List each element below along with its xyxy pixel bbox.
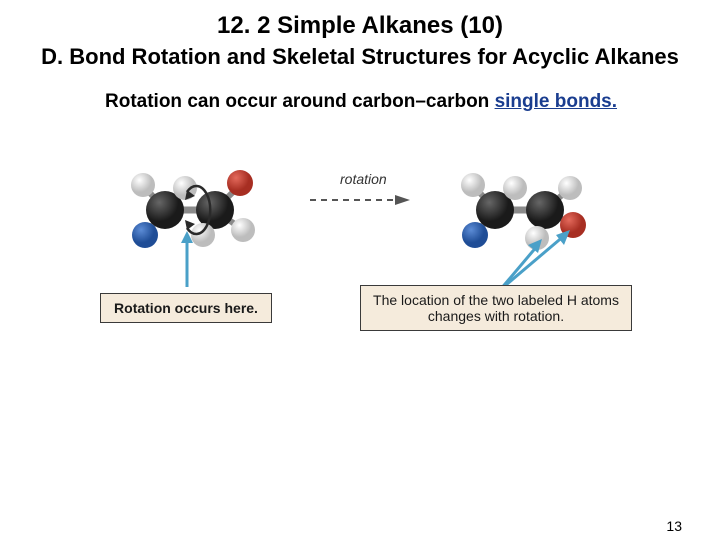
right-caption-text: The location of the two labeled H atoms … (373, 292, 619, 324)
body-emphasis: single bonds. (495, 91, 617, 112)
page-number: 13 (666, 518, 682, 534)
diagram-area: rotation (0, 135, 720, 355)
rotation-arrow: rotation (300, 170, 420, 220)
right-caption-box: The location of the two labeled H atoms … (360, 285, 632, 331)
left-pointer-arrow (173, 227, 213, 297)
page-title: 12. 2 Simple Alkanes (10) (0, 12, 720, 40)
left-caption-box: Rotation occurs here. (100, 293, 272, 323)
section-subtitle: D. Bond Rotation and Skeletal Structures… (0, 44, 720, 70)
rotation-label: rotation (340, 171, 387, 187)
left-caption-text: Rotation occurs here. (114, 300, 258, 316)
body-prefix: Rotation can occur around carbon–carbon (105, 91, 489, 112)
body-paragraph: Rotation can occur around carbon–carbon … (105, 90, 650, 115)
